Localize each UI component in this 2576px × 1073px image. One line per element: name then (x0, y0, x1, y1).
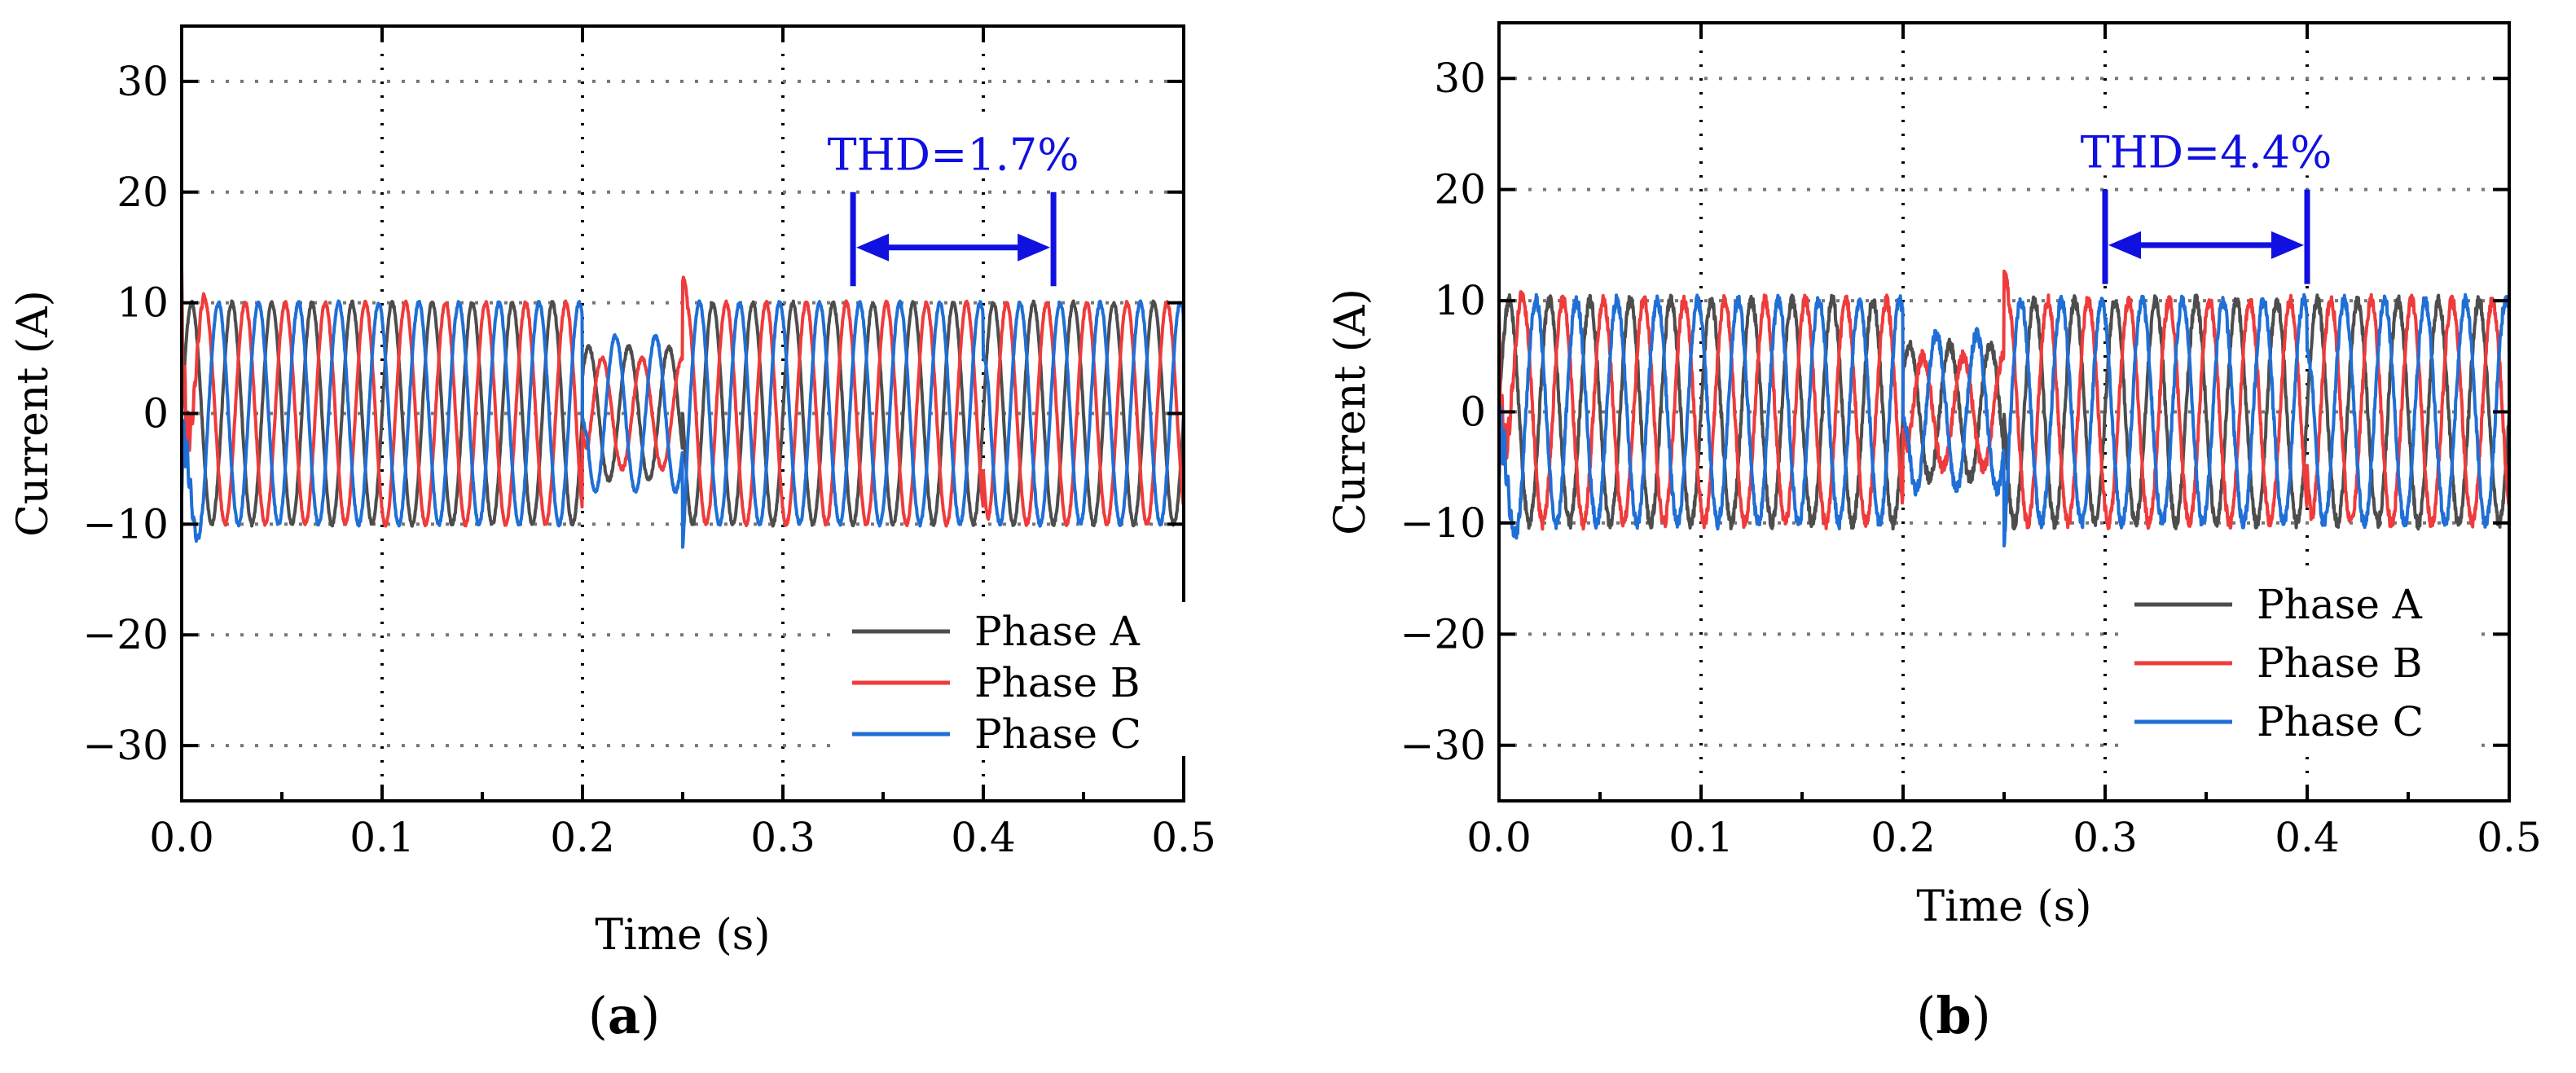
panel-label-open: ( (588, 986, 608, 1045)
panel-label: (a) (588, 986, 661, 1045)
chart-panel-b: 0.0 0.1 0.2 0.3 0.4 0.5 30 20 10 0 −10 −20 −30 Time (… (1326, 21, 2542, 1045)
y-tick-label: −10 (82, 500, 169, 547)
x-tick-label: 0.0 (149, 814, 214, 861)
panel-label-open: ( (1916, 986, 1936, 1045)
waveforms (1499, 269, 2509, 547)
x-tick-label: 0.4 (951, 814, 1016, 861)
panel-label-close: ) (640, 986, 660, 1045)
x-tick-label: 0.0 (1466, 814, 1532, 861)
series-line-phase-a (182, 299, 1184, 528)
x-tick-label: 0.1 (349, 814, 415, 861)
legend-bg (836, 705, 1194, 756)
x-tick-label: 0.3 (750, 814, 815, 861)
y-tick-label: 10 (1434, 277, 1486, 324)
panel-label-letter: a (608, 986, 640, 1045)
y-tick-label: −20 (1400, 610, 1486, 657)
x-axis-label: Time (s) (595, 911, 770, 960)
y-tick-label: 20 (1434, 166, 1486, 213)
legend-bg (836, 653, 1194, 705)
series-line-phase-b (1499, 269, 2509, 531)
annotation-text-bg (839, 119, 1068, 178)
series-line-phase-a (1499, 293, 2509, 531)
series-line-phase-c (1499, 292, 2509, 547)
legend-label: Phase C (2257, 698, 2424, 745)
y-tick-label: 30 (1434, 55, 1486, 102)
panel-label-close: ) (1972, 986, 1991, 1045)
x-tick-label: 0.4 (2275, 814, 2340, 861)
y-tick-label: 0 (143, 390, 169, 438)
annotation-arrowhead-left (856, 233, 890, 262)
x-tick-label: 0.5 (1151, 814, 1216, 861)
x-tick-label: 0.1 (1668, 814, 1734, 861)
legend-bg (836, 602, 1194, 653)
x-tick-label: 0.3 (2073, 814, 2138, 861)
y-tick-label: −30 (1400, 722, 1486, 769)
x-axis-label: Time (s) (1916, 882, 2091, 931)
panel-label-letter: b (1936, 986, 1971, 1045)
y-tick-label: 20 (116, 169, 169, 216)
y-tick-label: 0 (1460, 389, 1486, 436)
series-line-phase-b (182, 266, 1184, 528)
y-tick-label: −20 (82, 611, 169, 658)
y-axis-label: Current (A) (9, 290, 58, 537)
annotation-arrowhead-right (1018, 233, 1051, 262)
legend-label: Phase B (974, 659, 1141, 706)
annotation-text-bg (2092, 117, 2320, 176)
y-axis-label: Current (A) (1326, 288, 1375, 535)
x-tick-label: 0.2 (1870, 814, 1936, 861)
x-tick-label: 0.5 (2477, 814, 2542, 861)
annotation-arrowhead-left (2108, 231, 2141, 259)
series-line-phase-c (182, 299, 1184, 549)
y-tick-label: 10 (116, 279, 169, 327)
y-tick-label: −10 (1400, 499, 1486, 547)
y-tick-label: −30 (82, 722, 169, 769)
legend-label: Phase C (974, 710, 1141, 758)
legend-label: Phase A (2257, 581, 2423, 628)
legend-label: Phase A (974, 608, 1141, 655)
panel-label: (b) (1916, 986, 1991, 1045)
x-tick-label: 0.2 (550, 814, 615, 861)
chart-panel-a: 0.0 0.1 0.2 0.3 0.4 0.5 30 20 10 0 −10 −20 −30 Time (… (9, 24, 1216, 1045)
legend-label: Phase B (2257, 640, 2423, 687)
y-tick-label: 30 (116, 58, 169, 105)
annotation-arrowhead-right (2271, 231, 2304, 259)
annotation-thd-text: THD=1.7% (828, 130, 1079, 181)
waveforms (182, 266, 1184, 549)
annotation-thd-text: THD=4.4% (2081, 126, 2332, 178)
